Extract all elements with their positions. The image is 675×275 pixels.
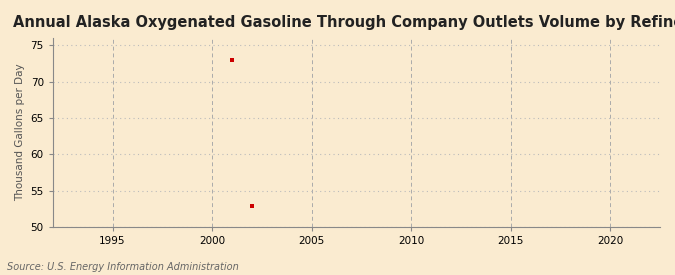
Title: Annual Alaska Oxygenated Gasoline Through Company Outlets Volume by Refiners: Annual Alaska Oxygenated Gasoline Throug… [14,15,675,30]
Text: Source: U.S. Energy Information Administration: Source: U.S. Energy Information Administ… [7,262,238,272]
Y-axis label: Thousand Gallons per Day: Thousand Gallons per Day [15,64,25,202]
